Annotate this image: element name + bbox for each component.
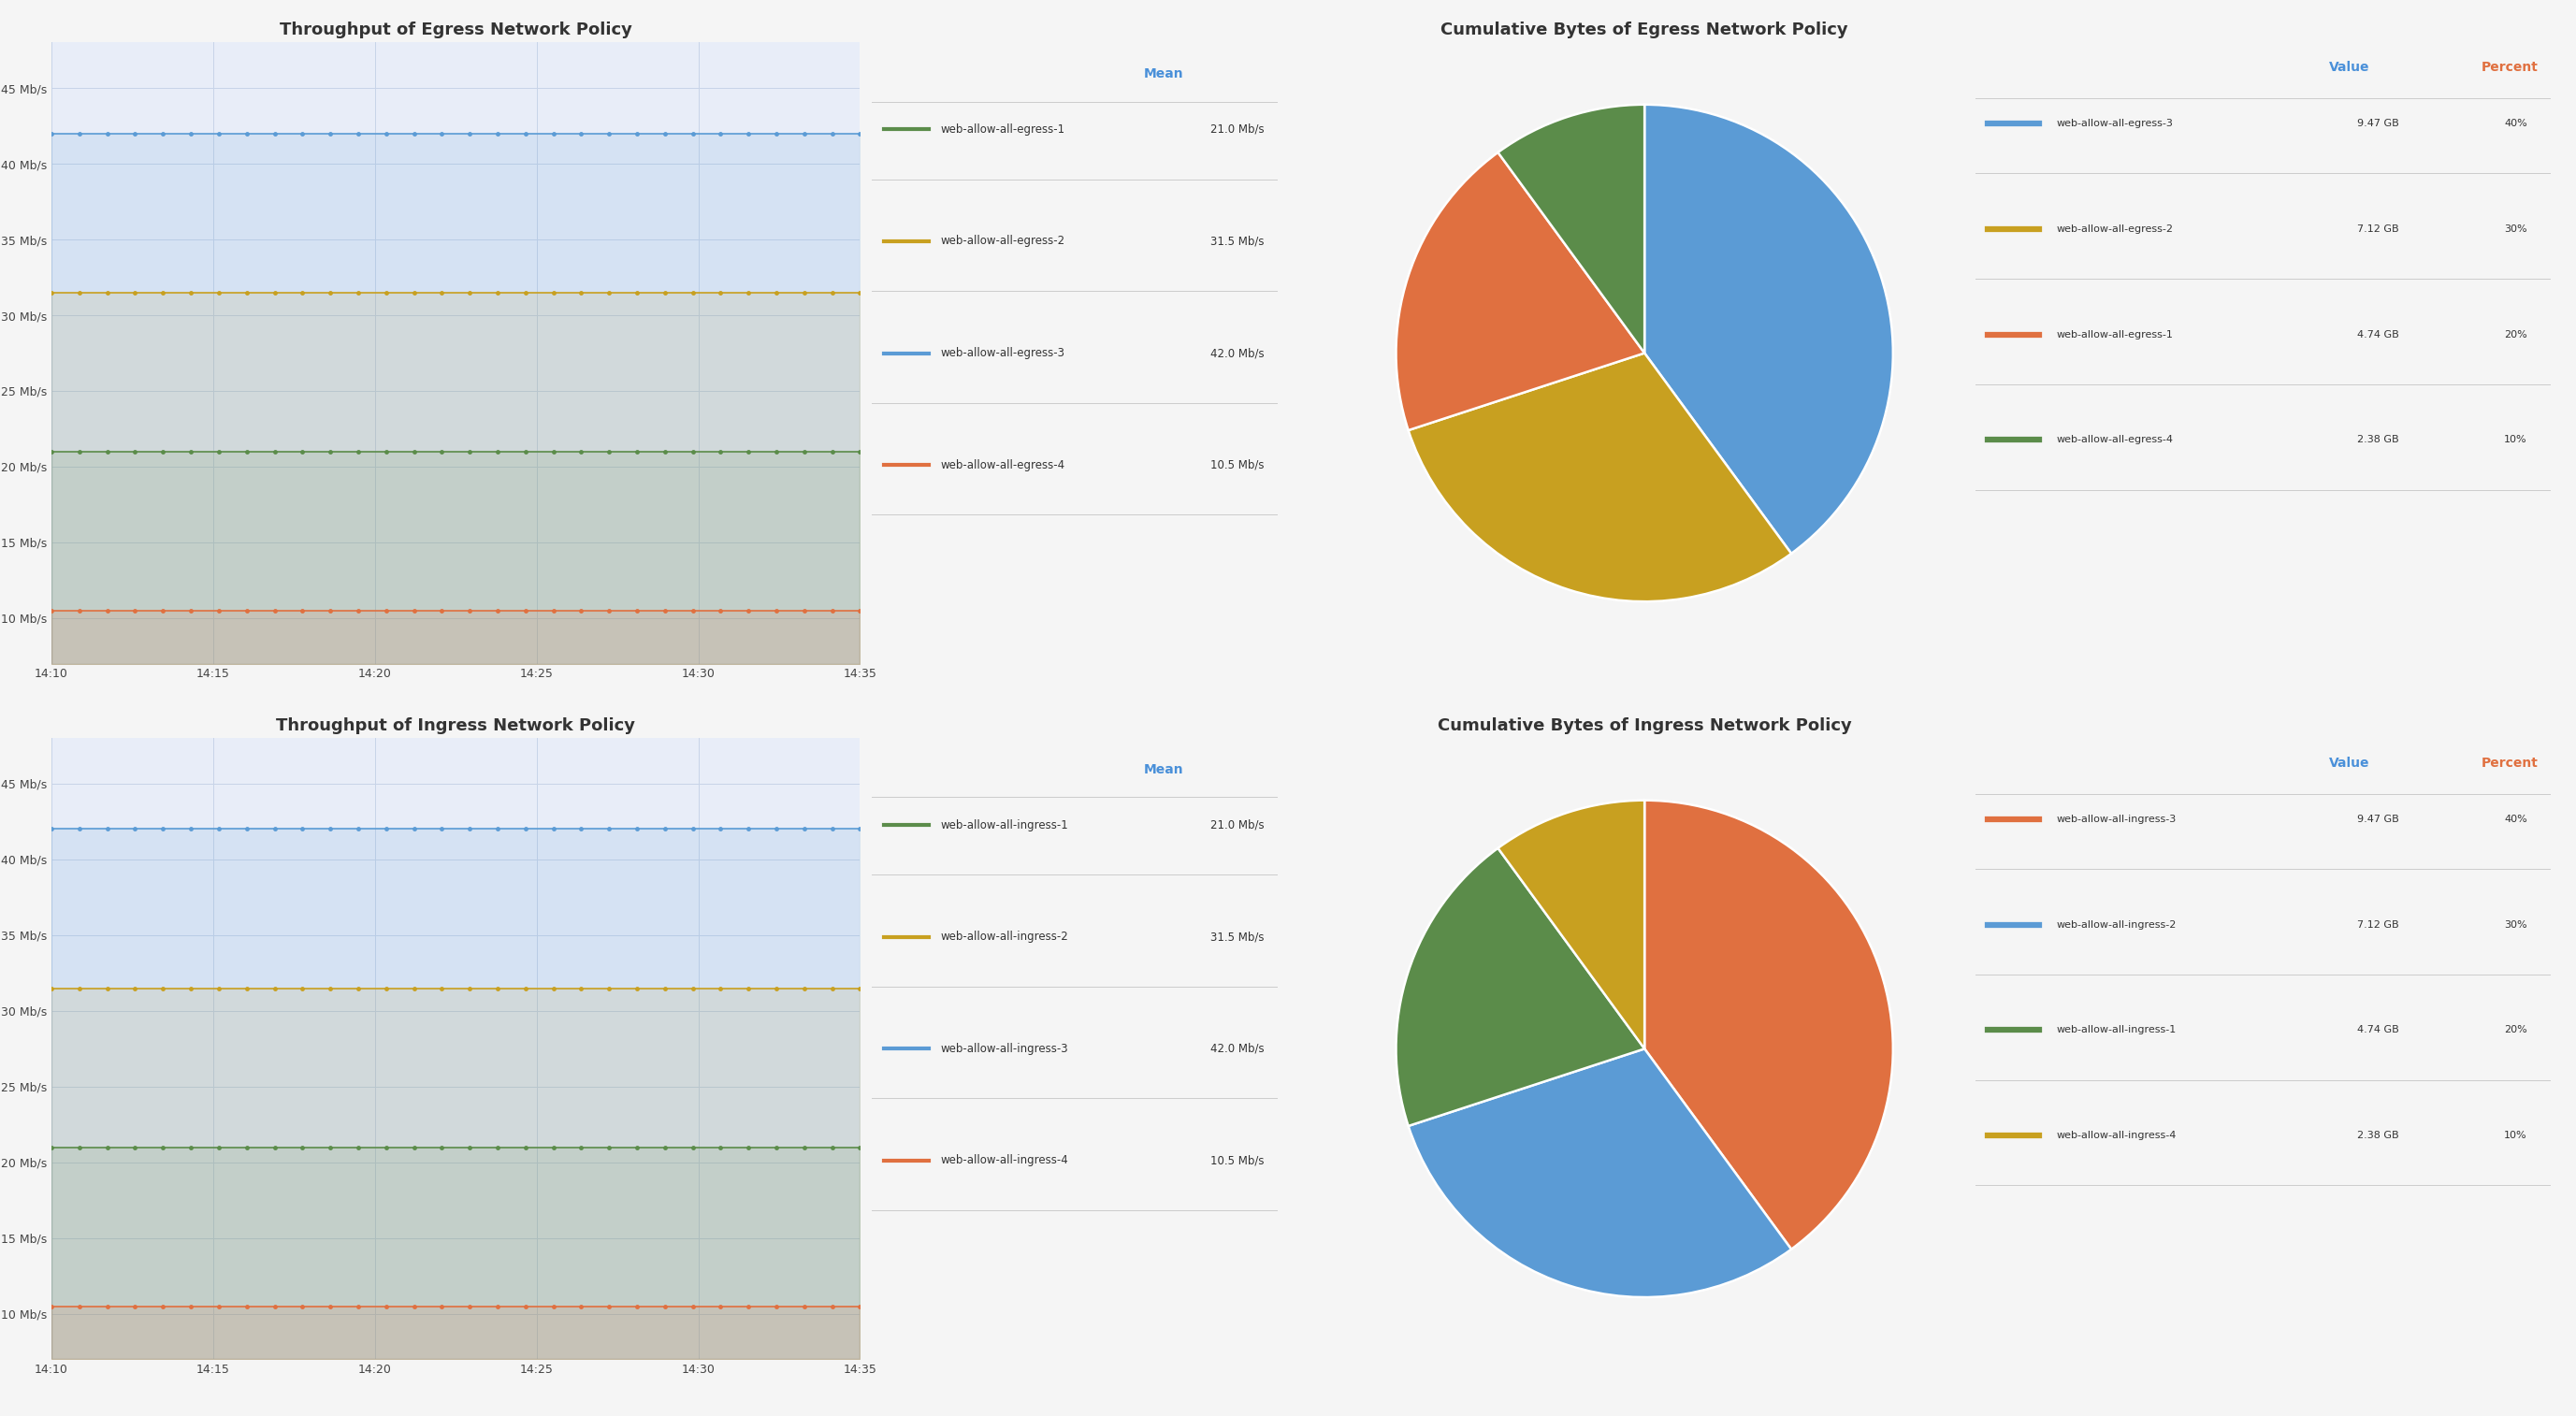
Text: 10.5 Mb/s: 10.5 Mb/s	[1211, 1154, 1265, 1167]
Text: Value: Value	[2329, 61, 2370, 74]
Text: web-allow-all-ingress-3: web-allow-all-ingress-3	[940, 1042, 1069, 1055]
Text: 21.0 Mb/s: 21.0 Mb/s	[1211, 123, 1265, 136]
Title: Throughput of Ingress Network Policy: Throughput of Ingress Network Policy	[276, 718, 636, 733]
Text: web-allow-all-egress-2: web-allow-all-egress-2	[2056, 224, 2174, 234]
Text: 21.0 Mb/s: 21.0 Mb/s	[1211, 818, 1265, 831]
Text: 2.38 GB: 2.38 GB	[2357, 1131, 2398, 1140]
Wedge shape	[1409, 353, 1790, 602]
Text: web-allow-all-egress-4: web-allow-all-egress-4	[940, 459, 1066, 472]
Text: web-allow-all-ingress-3: web-allow-all-ingress-3	[2056, 814, 2177, 824]
Text: web-allow-all-egress-1: web-allow-all-egress-1	[940, 123, 1066, 136]
Wedge shape	[1396, 848, 1643, 1126]
Text: 9.47 GB: 9.47 GB	[2357, 119, 2398, 127]
Text: 40%: 40%	[2504, 119, 2527, 127]
Text: 4.74 GB: 4.74 GB	[2357, 330, 2398, 338]
Text: web-allow-all-ingress-1: web-allow-all-ingress-1	[940, 818, 1069, 831]
Text: Mean: Mean	[1144, 763, 1182, 776]
Text: 10%: 10%	[2504, 1131, 2527, 1140]
Text: web-allow-all-ingress-1: web-allow-all-ingress-1	[2056, 1025, 2177, 1035]
Text: 9.47 GB: 9.47 GB	[2357, 814, 2398, 824]
Text: 31.5 Mb/s: 31.5 Mb/s	[1211, 930, 1265, 943]
Text: 2.38 GB: 2.38 GB	[2357, 435, 2398, 445]
Text: Value: Value	[2329, 756, 2370, 770]
Text: 42.0 Mb/s: 42.0 Mb/s	[1211, 347, 1265, 360]
Text: 10%: 10%	[2504, 435, 2527, 445]
Text: web-allow-all-ingress-4: web-allow-all-ingress-4	[2056, 1131, 2177, 1140]
Text: 10.5 Mb/s: 10.5 Mb/s	[1211, 459, 1265, 472]
Wedge shape	[1643, 800, 1893, 1249]
Text: 40%: 40%	[2504, 814, 2527, 824]
Text: web-allow-all-egress-4: web-allow-all-egress-4	[2056, 435, 2174, 445]
Text: 31.5 Mb/s: 31.5 Mb/s	[1211, 235, 1265, 248]
Title: Cumulative Bytes of Ingress Network Policy: Cumulative Bytes of Ingress Network Poli…	[1437, 718, 1852, 733]
Text: 7.12 GB: 7.12 GB	[2357, 920, 2398, 929]
Text: Percent: Percent	[2481, 756, 2537, 770]
Wedge shape	[1499, 800, 1643, 1049]
Wedge shape	[1409, 1049, 1790, 1297]
Text: web-allow-all-egress-1: web-allow-all-egress-1	[2056, 330, 2174, 338]
Text: web-allow-all-ingress-2: web-allow-all-ingress-2	[940, 930, 1069, 943]
Text: 30%: 30%	[2504, 920, 2527, 929]
Text: Mean: Mean	[1144, 68, 1182, 81]
Text: Percent: Percent	[2481, 61, 2537, 74]
Text: 4.74 GB: 4.74 GB	[2357, 1025, 2398, 1035]
Title: Cumulative Bytes of Egress Network Policy: Cumulative Bytes of Egress Network Polic…	[1440, 21, 1847, 38]
Text: 7.12 GB: 7.12 GB	[2357, 224, 2398, 234]
Text: web-allow-all-egress-2: web-allow-all-egress-2	[940, 235, 1066, 248]
Text: 20%: 20%	[2504, 1025, 2527, 1035]
Text: web-allow-all-egress-3: web-allow-all-egress-3	[940, 347, 1066, 360]
Text: 30%: 30%	[2504, 224, 2527, 234]
Text: web-allow-all-egress-3: web-allow-all-egress-3	[2056, 119, 2174, 127]
Text: web-allow-all-ingress-2: web-allow-all-ingress-2	[2056, 920, 2177, 929]
Text: 20%: 20%	[2504, 330, 2527, 338]
Text: web-allow-all-ingress-4: web-allow-all-ingress-4	[940, 1154, 1069, 1167]
Wedge shape	[1499, 105, 1643, 353]
Wedge shape	[1643, 105, 1893, 554]
Text: 42.0 Mb/s: 42.0 Mb/s	[1211, 1042, 1265, 1055]
Title: Throughput of Egress Network Policy: Throughput of Egress Network Policy	[281, 21, 631, 38]
Wedge shape	[1396, 153, 1643, 430]
